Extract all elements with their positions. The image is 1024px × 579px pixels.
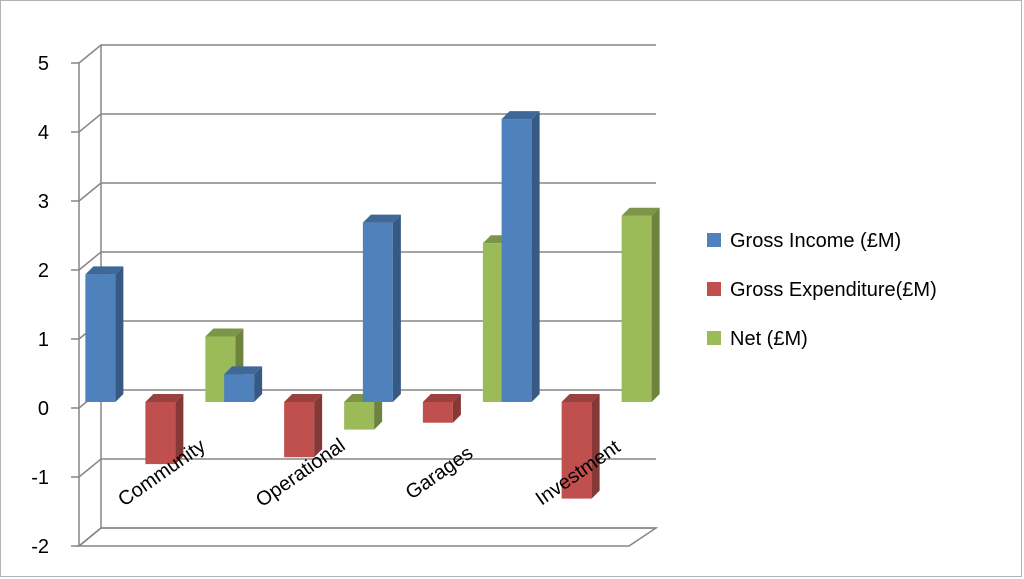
bar-top-face — [224, 366, 263, 375]
bar-front-face — [422, 402, 453, 423]
bar-side-face — [591, 394, 600, 499]
bar-top-face — [422, 394, 461, 402]
bar-side-face — [314, 394, 323, 458]
gridline — [78, 44, 656, 64]
legend-label: Net (£M) — [730, 328, 808, 350]
bar-side-face — [175, 394, 184, 465]
y-tick-label: 4 — [38, 122, 49, 144]
bar-community-1 — [145, 394, 184, 465]
y-tick-label: 0 — [38, 398, 49, 420]
legend-swatch — [707, 233, 721, 247]
floor-plane — [76, 527, 659, 547]
bar-investment-1 — [561, 394, 600, 499]
bar-front-face — [561, 402, 592, 499]
bar-investment-2 — [621, 207, 660, 402]
gridlines — [71, 44, 656, 547]
bar-side-face — [392, 214, 401, 402]
bar-front-face — [621, 215, 652, 402]
gridline — [78, 458, 656, 478]
bar-side-face — [452, 394, 461, 423]
bar-investment-0 — [501, 111, 540, 402]
bar-operational-2 — [344, 394, 383, 430]
gridline — [78, 113, 656, 133]
x-category-label: Garages — [402, 442, 477, 504]
bar-top-face — [501, 111, 540, 120]
bar-front-face — [501, 119, 532, 402]
bar-side-face — [115, 266, 124, 402]
bar-front-face — [344, 402, 375, 430]
y-tick-label: 3 — [38, 191, 49, 213]
y-tick-label: 5 — [38, 53, 49, 75]
bar-side-face — [374, 394, 383, 430]
bar-garages-0 — [362, 214, 401, 402]
bar-top-face — [561, 394, 600, 402]
bar-operational-1 — [284, 394, 323, 458]
bar-front-face — [362, 222, 393, 402]
legend-swatch — [707, 282, 721, 296]
bar-garages-1 — [422, 394, 461, 423]
y-tick-label: -1 — [31, 467, 49, 489]
bar-front-face — [145, 402, 176, 465]
bar-front-face — [224, 374, 255, 402]
legend-swatch — [707, 331, 721, 345]
gridline — [78, 527, 656, 547]
bar-side-face — [254, 366, 263, 402]
y-tick-label: 2 — [38, 260, 49, 282]
y-tick-label: 1 — [38, 329, 49, 351]
legend-label: Gross Income (£M) — [730, 230, 901, 252]
bar-top-face — [145, 394, 184, 402]
bar-front-face — [284, 402, 315, 458]
bar-side-face — [651, 207, 660, 402]
gridline — [78, 182, 656, 202]
bars — [85, 111, 660, 499]
y-axis: -2 -1 0 1 2 3 4 5 — [31, 53, 49, 558]
y-tick-label: -2 — [31, 536, 49, 558]
bar-community-0 — [85, 266, 124, 402]
bar-top-face — [205, 328, 244, 337]
legend: Gross Income (£M) Gross Expenditure(£M) Ne… — [707, 230, 937, 350]
bar-top-face — [284, 394, 323, 402]
bar-side-face — [531, 111, 540, 402]
legend-label: Gross Expenditure(£M) — [730, 279, 937, 301]
bar-operational-0 — [224, 366, 263, 402]
gridline — [78, 251, 656, 271]
x-axis-labels: Community Operational Garages Investment — [114, 434, 625, 511]
bar-front-face — [85, 274, 116, 402]
bar-top-face — [621, 207, 660, 216]
bar-top-face — [362, 214, 401, 223]
bar-top-face — [85, 266, 124, 275]
